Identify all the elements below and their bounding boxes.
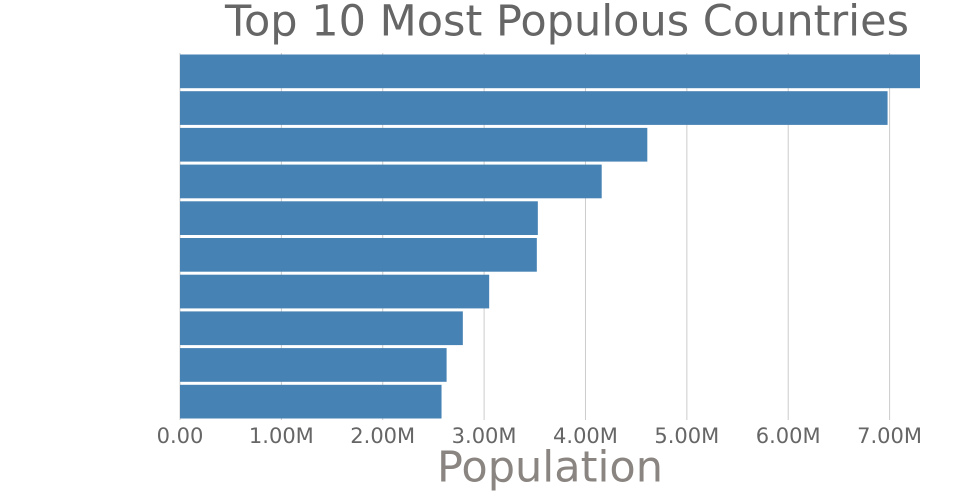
bar [180, 311, 463, 346]
x-axis-label: Population [437, 443, 663, 493]
x-tick-label: 2.00M [350, 424, 415, 448]
chart-title: Top 10 Most Populous Countries [224, 0, 909, 47]
bar [180, 348, 447, 382]
x-tick-label: 4.00M [553, 424, 618, 448]
x-tick-label: 3.00M [452, 424, 517, 448]
bar [180, 54, 920, 89]
bar [180, 274, 490, 309]
bar [180, 91, 888, 125]
bar [180, 164, 602, 199]
x-tick-label: 7.00M [857, 424, 922, 448]
bar [180, 201, 538, 235]
x-tick-label: 5.00M [654, 424, 719, 448]
x-tick-label: 0.00 [157, 424, 204, 448]
bar [180, 127, 648, 162]
bar [180, 384, 442, 419]
x-tick-label: 1.00M [249, 424, 314, 448]
bar [180, 238, 537, 272]
x-tick-label: 6.00M [756, 424, 821, 448]
